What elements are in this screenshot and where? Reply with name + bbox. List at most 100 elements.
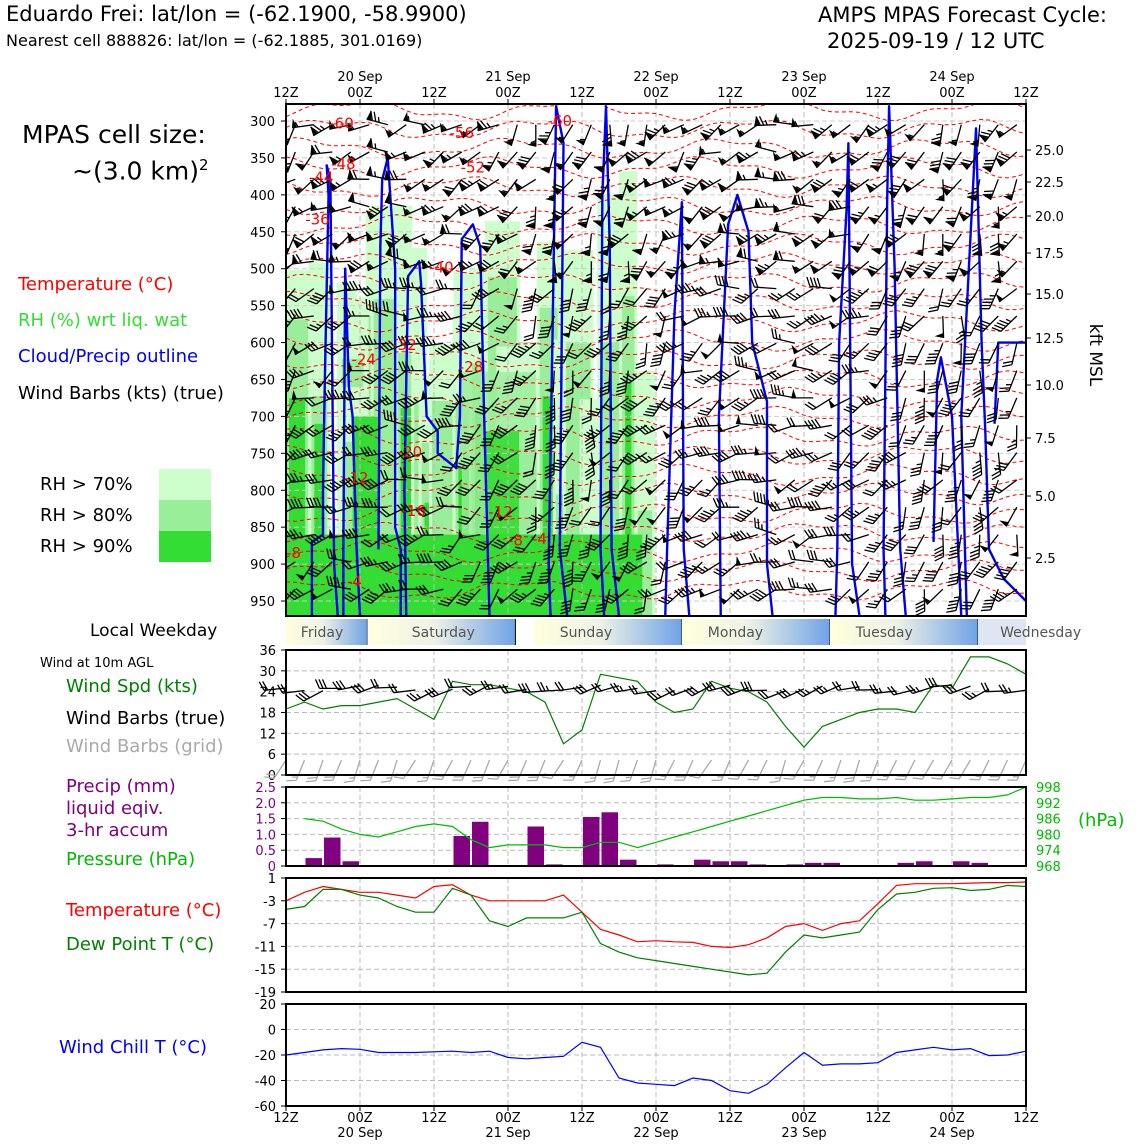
wind-barb bbox=[713, 307, 739, 316]
wind-barb bbox=[754, 254, 777, 275]
wind-barb bbox=[422, 146, 444, 168]
bottom-date-label: 24 Sep bbox=[929, 1126, 974, 1140]
wind-barb bbox=[970, 534, 980, 560]
wind-barb bbox=[768, 307, 795, 319]
top-date-label: 24 Sep bbox=[929, 70, 974, 85]
bottom-time-tick: 00Z bbox=[791, 1111, 817, 1126]
pressure-label: Pressure (hPa) bbox=[66, 849, 195, 870]
pressure-level-tick: 800 bbox=[250, 484, 275, 499]
wind-barb bbox=[402, 172, 425, 192]
bottom-time-tick: 12Z bbox=[569, 1111, 595, 1126]
wind-barb bbox=[842, 417, 869, 437]
bottom-date-label: 23 Sep bbox=[781, 1126, 826, 1140]
precip-bar bbox=[454, 836, 471, 866]
wind-barb bbox=[809, 254, 832, 274]
wind-barb bbox=[998, 394, 1016, 421]
wind-barb bbox=[441, 174, 462, 197]
wind-barb bbox=[949, 755, 970, 782]
top-time-tick: 12Z bbox=[273, 86, 299, 101]
wind-barb bbox=[913, 756, 934, 783]
wind-barb bbox=[947, 369, 962, 396]
wind-barb bbox=[481, 677, 508, 690]
pressure-ytick: 986 bbox=[1036, 813, 1061, 828]
wind-barb bbox=[942, 147, 962, 170]
wind-barb bbox=[1002, 341, 1017, 368]
wind-barb bbox=[496, 146, 517, 168]
bottom-date-label: 21 Sep bbox=[485, 1126, 530, 1140]
wind-barb bbox=[577, 204, 591, 228]
wind-barb bbox=[1007, 425, 1016, 451]
wind-barb bbox=[272, 171, 296, 187]
temperature-label: -16 bbox=[401, 502, 426, 520]
wind-barb bbox=[952, 343, 961, 365]
wind-barb bbox=[751, 491, 778, 507]
wind-barb bbox=[860, 389, 888, 406]
temperature-label: -4 bbox=[532, 530, 547, 548]
precip-label-3: 3-hr accum bbox=[66, 820, 168, 841]
wind-barb bbox=[660, 280, 684, 297]
wind-barb bbox=[971, 371, 983, 398]
temperature-label: -32 bbox=[392, 336, 417, 354]
top-time-tick: 12Z bbox=[717, 86, 743, 101]
weekday-label: Sunday bbox=[560, 625, 612, 641]
wind-barb bbox=[698, 143, 721, 154]
pressure-ytick: 980 bbox=[1036, 828, 1061, 843]
wind-barb bbox=[844, 446, 869, 471]
wind-barb bbox=[767, 362, 794, 381]
wind-barb bbox=[867, 201, 887, 224]
wind-barb bbox=[323, 756, 341, 783]
wind-barb bbox=[555, 678, 582, 691]
wind-ytick: 12 bbox=[259, 727, 276, 742]
wind-barb bbox=[871, 231, 888, 255]
wind-barb bbox=[286, 757, 304, 784]
wind-barb bbox=[899, 309, 924, 333]
bottom-time-tick: 12Z bbox=[717, 1111, 743, 1126]
wind-barb bbox=[862, 418, 888, 442]
kft-tick: 15.0 bbox=[1035, 288, 1064, 303]
wind-barb bbox=[964, 423, 980, 450]
wind-barb bbox=[982, 176, 998, 200]
wind-barb bbox=[527, 125, 536, 147]
pressure-level-tick: 350 bbox=[250, 152, 275, 167]
wind-barb bbox=[674, 756, 693, 783]
precip-ytick: 2.0 bbox=[255, 797, 276, 812]
top-time-tick: 00Z bbox=[791, 86, 817, 101]
bottom-time-tick: 00Z bbox=[643, 1111, 669, 1126]
wind-barb bbox=[842, 362, 869, 374]
wind-barb bbox=[360, 757, 378, 784]
wind-barb bbox=[735, 117, 758, 137]
kft-tick: 12.5 bbox=[1035, 332, 1064, 347]
wind-barb bbox=[910, 451, 924, 478]
weekday-label: Wednesday bbox=[1000, 625, 1081, 641]
wind-barb bbox=[606, 145, 629, 166]
wind-barb bbox=[665, 680, 693, 697]
wind-barb bbox=[367, 138, 391, 152]
bottom-time-tick: 12Z bbox=[865, 1111, 891, 1126]
wind-barb bbox=[811, 201, 832, 224]
wind-barb bbox=[452, 756, 471, 783]
wind-barb bbox=[850, 229, 869, 252]
wind-barb bbox=[879, 582, 905, 604]
wind-barb bbox=[656, 307, 683, 321]
wind-barb bbox=[843, 282, 868, 306]
pressure-level-tick: 950 bbox=[250, 595, 275, 610]
wind-barb bbox=[903, 255, 924, 278]
wind-barb bbox=[864, 338, 887, 364]
temperature-label: -28 bbox=[459, 358, 484, 376]
cell-size-exponent: 2 bbox=[199, 156, 209, 174]
wind-barb bbox=[792, 195, 815, 207]
wind-ytick: 18 bbox=[259, 707, 276, 722]
wind-barb bbox=[772, 170, 795, 181]
wind-barb bbox=[904, 530, 924, 557]
wind-barb bbox=[768, 527, 795, 547]
wind-barb bbox=[889, 313, 906, 341]
wind-barb bbox=[279, 149, 295, 173]
wind-barb bbox=[915, 589, 924, 615]
wind-barb bbox=[842, 307, 869, 319]
wind-barb bbox=[278, 682, 305, 694]
bottom-time-tick: 12Z bbox=[1013, 1111, 1039, 1126]
precip-ytick: 0.5 bbox=[255, 844, 276, 859]
wind-barb bbox=[731, 444, 758, 455]
wind-barb bbox=[682, 201, 703, 224]
wind-barb bbox=[877, 756, 896, 783]
